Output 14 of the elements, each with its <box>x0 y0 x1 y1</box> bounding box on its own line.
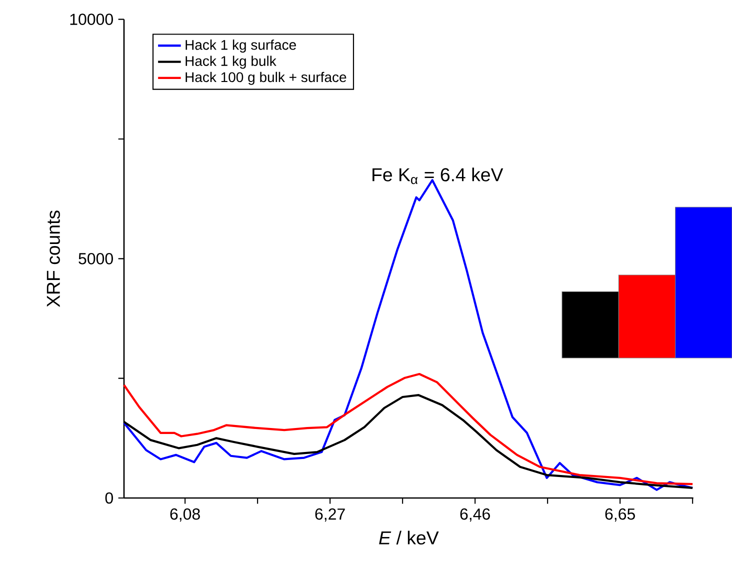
x-tick-label: 6,08 <box>170 508 200 522</box>
x-tick-label: 6,46 <box>460 508 490 522</box>
y-tick-label: 0 <box>105 492 113 504</box>
legend-label: Hack 1 kg surface <box>186 40 296 53</box>
annotation: Fe K$_{α}$ = 6.4 keV <box>372 168 504 184</box>
x-tick-label: 6,27 <box>315 508 345 522</box>
y-tick-label: 10000 <box>70 14 113 25</box>
legend-label: Hack 100 g bulk + surface <box>186 72 346 85</box>
x-tick-label: 6,65 <box>605 508 635 522</box>
legend-label: Hack 1 kg bulk <box>186 56 276 69</box>
line-series <box>122 372 694 486</box>
y-axis-title: XRF counts <box>46 210 60 308</box>
x-axis-title: E / keV <box>379 530 439 544</box>
y-tick-label: 5000 <box>78 253 113 264</box>
